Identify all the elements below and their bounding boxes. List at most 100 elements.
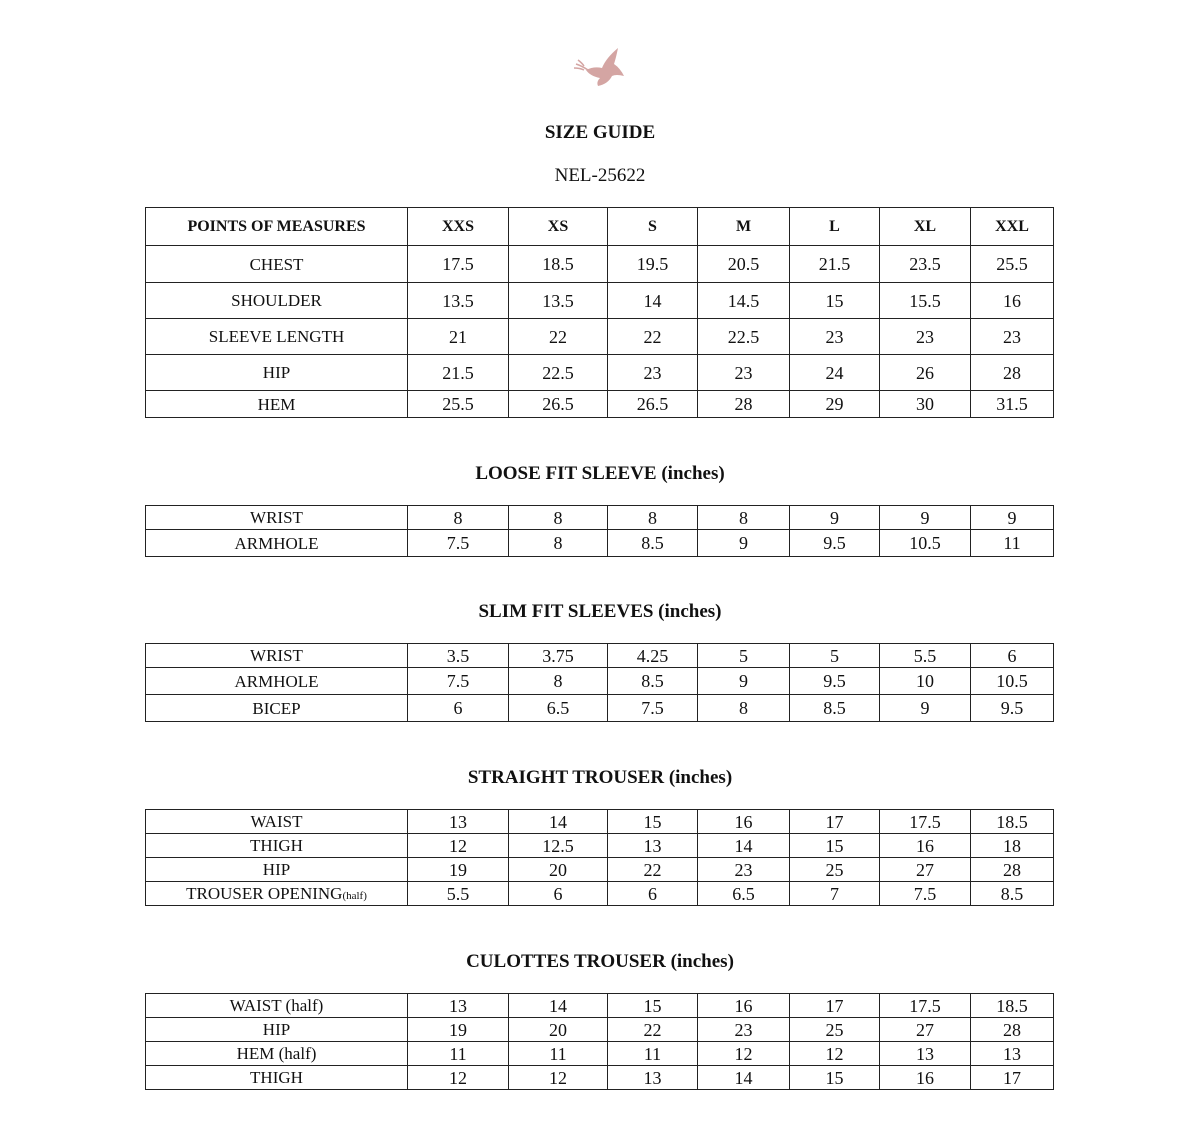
value-cell: 28 bbox=[970, 1017, 1054, 1042]
value-cell: 7.5 bbox=[407, 529, 509, 557]
value-cell: 13 bbox=[407, 809, 509, 834]
size-header: XL bbox=[879, 207, 971, 246]
value-cell: 8 bbox=[508, 529, 608, 557]
value-cell: 3.75 bbox=[508, 643, 608, 668]
row-label: WRIST bbox=[145, 505, 408, 530]
table-row: SHOULDER 13.5 13.5 14 14.5 15 15.5 16 bbox=[145, 282, 1054, 319]
value-cell: 18.5 bbox=[970, 993, 1054, 1018]
value-cell: 5 bbox=[697, 643, 790, 668]
value-cell: 13 bbox=[407, 993, 509, 1018]
value-cell: 25.5 bbox=[970, 245, 1054, 283]
value-cell: 15 bbox=[789, 1065, 880, 1090]
row-label-note: (half) bbox=[342, 890, 367, 902]
value-cell: 14 bbox=[508, 993, 608, 1018]
value-cell: 6 bbox=[407, 694, 509, 722]
table-row: HEM (half) 11 11 11 12 12 13 13 bbox=[145, 1041, 1054, 1066]
value-cell: 8 bbox=[697, 694, 790, 722]
value-cell: 22.5 bbox=[697, 318, 790, 355]
main-measurements-table: POINTS OF MEASURES XXS XS S M L XL XXL CHEST 17.5… bbox=[145, 207, 1054, 418]
value-cell: 12 bbox=[407, 1065, 509, 1090]
table-row: WRIST 8 8 8 8 9 9 9 bbox=[145, 505, 1054, 530]
value-cell: 23 bbox=[789, 318, 880, 355]
value-cell: 12.5 bbox=[508, 833, 608, 858]
size-header: S bbox=[607, 207, 698, 246]
straight-trouser-table: WAIST 13 14 15 16 17 17.5 18.5 THIGH 12 12.5 13 14 15… bbox=[145, 809, 1054, 906]
size-header: XXL bbox=[970, 207, 1054, 246]
header-label: POINTS OF MEASURES bbox=[145, 207, 408, 246]
value-cell: 15 bbox=[607, 809, 698, 834]
value-cell: 10.5 bbox=[879, 529, 971, 557]
value-cell: 3.5 bbox=[407, 643, 509, 668]
value-cell: 8.5 bbox=[607, 667, 698, 695]
value-cell: 15.5 bbox=[879, 282, 971, 319]
value-cell: 6.5 bbox=[508, 694, 608, 722]
value-cell: 11 bbox=[970, 529, 1054, 557]
culottes-trouser-title: CULOTTES TROUSER (inches) bbox=[466, 951, 734, 972]
value-cell: 31.5 bbox=[970, 390, 1054, 418]
row-label: THIGH bbox=[145, 1065, 408, 1090]
value-cell: 15 bbox=[789, 282, 880, 319]
row-label: HIP bbox=[145, 857, 408, 882]
style-code: NEL-25622 bbox=[554, 165, 646, 186]
value-cell: 13 bbox=[607, 833, 698, 858]
value-cell: 28 bbox=[970, 354, 1054, 391]
table-row: THIGH 12 12.5 13 14 15 16 18 bbox=[145, 833, 1054, 858]
value-cell: 8 bbox=[607, 505, 698, 530]
table-row: TROUSER OPENING(half) 5.5 6 6 6.5 7 7.5 8.5 bbox=[145, 881, 1054, 906]
value-cell: 17 bbox=[970, 1065, 1054, 1090]
value-cell: 12 bbox=[789, 1041, 880, 1066]
value-cell: 9 bbox=[697, 529, 790, 557]
value-cell: 13 bbox=[879, 1041, 971, 1066]
value-cell: 14.5 bbox=[697, 282, 790, 319]
value-cell: 21.5 bbox=[407, 354, 509, 391]
value-cell: 7.5 bbox=[407, 667, 509, 695]
value-cell: 22 bbox=[607, 857, 698, 882]
value-cell: 23 bbox=[607, 354, 698, 391]
row-label: SHOULDER bbox=[145, 282, 408, 319]
value-cell: 22 bbox=[607, 1017, 698, 1042]
value-cell: 6 bbox=[607, 881, 698, 906]
value-cell: 6.5 bbox=[697, 881, 790, 906]
value-cell: 14 bbox=[697, 1065, 790, 1090]
value-cell: 23 bbox=[697, 1017, 790, 1042]
value-cell: 4.25 bbox=[607, 643, 698, 668]
value-cell: 25.5 bbox=[407, 390, 509, 418]
value-cell: 8 bbox=[697, 505, 790, 530]
value-cell: 13 bbox=[970, 1041, 1054, 1066]
value-cell: 14 bbox=[697, 833, 790, 858]
row-label: WAIST bbox=[145, 809, 408, 834]
value-cell: 6 bbox=[508, 881, 608, 906]
row-label: ARMHOLE bbox=[145, 529, 408, 557]
row-label: HIP bbox=[145, 1017, 408, 1042]
value-cell: 19 bbox=[407, 857, 509, 882]
value-cell: 19 bbox=[407, 1017, 509, 1042]
value-cell: 17 bbox=[789, 993, 880, 1018]
value-cell: 8.5 bbox=[789, 694, 880, 722]
value-cell: 8 bbox=[407, 505, 509, 530]
slim-fit-sleeves-table: WRIST 3.5 3.75 4.25 5 5 5.5 6 ARMHOLE 7.5 8 8.5 9 9.5… bbox=[145, 643, 1054, 722]
value-cell: 12 bbox=[697, 1041, 790, 1066]
value-cell: 6 bbox=[970, 643, 1054, 668]
value-cell: 24 bbox=[789, 354, 880, 391]
value-cell: 9 bbox=[697, 667, 790, 695]
value-cell: 26 bbox=[879, 354, 971, 391]
table-row: CHEST 17.5 18.5 19.5 20.5 21.5 23.5 25.5 bbox=[145, 245, 1054, 283]
table-row: HIP 21.5 22.5 23 23 24 26 28 bbox=[145, 354, 1054, 391]
value-cell: 11 bbox=[508, 1041, 608, 1066]
row-label: BICEP bbox=[145, 694, 408, 722]
value-cell: 26.5 bbox=[607, 390, 698, 418]
value-cell: 9 bbox=[879, 694, 971, 722]
value-cell: 22 bbox=[508, 318, 608, 355]
value-cell: 17.5 bbox=[879, 993, 971, 1018]
value-cell: 9.5 bbox=[970, 694, 1054, 722]
value-cell: 25 bbox=[789, 857, 880, 882]
value-cell: 9.5 bbox=[789, 667, 880, 695]
value-cell: 27 bbox=[879, 1017, 971, 1042]
value-cell: 21.5 bbox=[789, 245, 880, 283]
value-cell: 18.5 bbox=[970, 809, 1054, 834]
value-cell: 14 bbox=[508, 809, 608, 834]
value-cell: 16 bbox=[970, 282, 1054, 319]
row-label: HIP bbox=[145, 354, 408, 391]
value-cell: 12 bbox=[407, 833, 509, 858]
value-cell: 22.5 bbox=[508, 354, 608, 391]
